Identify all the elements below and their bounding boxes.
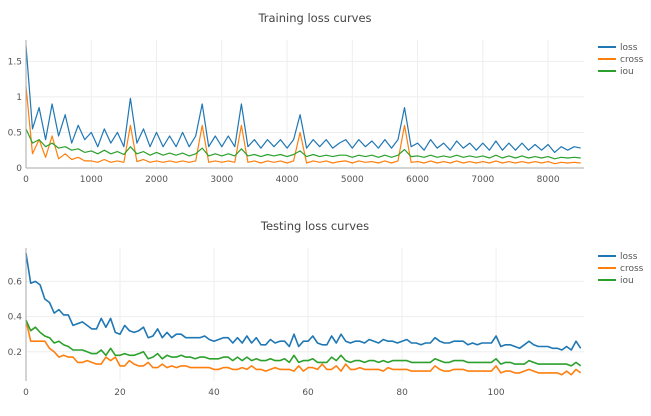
series-line-cross xyxy=(25,319,582,376)
y-tick-label: 0.5 xyxy=(8,128,22,138)
y-tick-label: 0 xyxy=(16,164,22,174)
x-tick-label: 3000 xyxy=(210,175,233,185)
x-tick-label: 5000 xyxy=(341,175,364,185)
series-line-cross xyxy=(25,86,581,165)
x-tick-label: 0 xyxy=(23,175,29,185)
series-line-loss xyxy=(25,253,582,351)
y-tick-label: 0.4 xyxy=(8,313,23,323)
series-line-iou xyxy=(25,128,581,160)
x-tick-label: 4000 xyxy=(276,175,299,185)
legend-label-cross: cross xyxy=(620,264,644,274)
y-tick-label: 1.5 xyxy=(8,57,22,67)
x-tick-label: 20 xyxy=(114,388,126,398)
series-line-loss xyxy=(25,45,581,153)
y-tick-label: 1 xyxy=(16,93,22,103)
legend-label-loss: loss xyxy=(620,43,638,53)
x-tick-label: 100 xyxy=(487,388,504,398)
x-tick-label: 8000 xyxy=(537,175,560,185)
legend-label-iou: iou xyxy=(620,67,634,77)
chart-title: Testing loss curves xyxy=(260,219,369,233)
legend-label-loss: loss xyxy=(620,252,638,262)
testing-chart: Testing loss curves 0 20 40 60 80 100 0.2 0.4 0.6… xyxy=(8,219,644,398)
x-tick-label: 60 xyxy=(302,388,314,398)
y-tick-label: 0.6 xyxy=(8,277,23,287)
y-tick-label: 0.2 xyxy=(8,348,22,358)
x-tick-label: 0 xyxy=(23,388,29,398)
legend-label-iou: iou xyxy=(620,276,634,286)
x-tick-label: 6000 xyxy=(406,175,429,185)
series-line-iou xyxy=(25,319,582,367)
x-tick-label: 2000 xyxy=(145,175,168,185)
training-chart: Training loss curves 0 1000 2000 3000 4000 500… xyxy=(8,11,644,185)
x-tick-label: 7000 xyxy=(471,175,494,185)
legend-label-cross: cross xyxy=(620,55,644,65)
x-tick-label: 80 xyxy=(396,388,408,398)
x-tick-label: 1000 xyxy=(80,175,103,185)
x-tick-label: 40 xyxy=(208,388,220,398)
chart-title: Training loss curves xyxy=(257,11,371,25)
